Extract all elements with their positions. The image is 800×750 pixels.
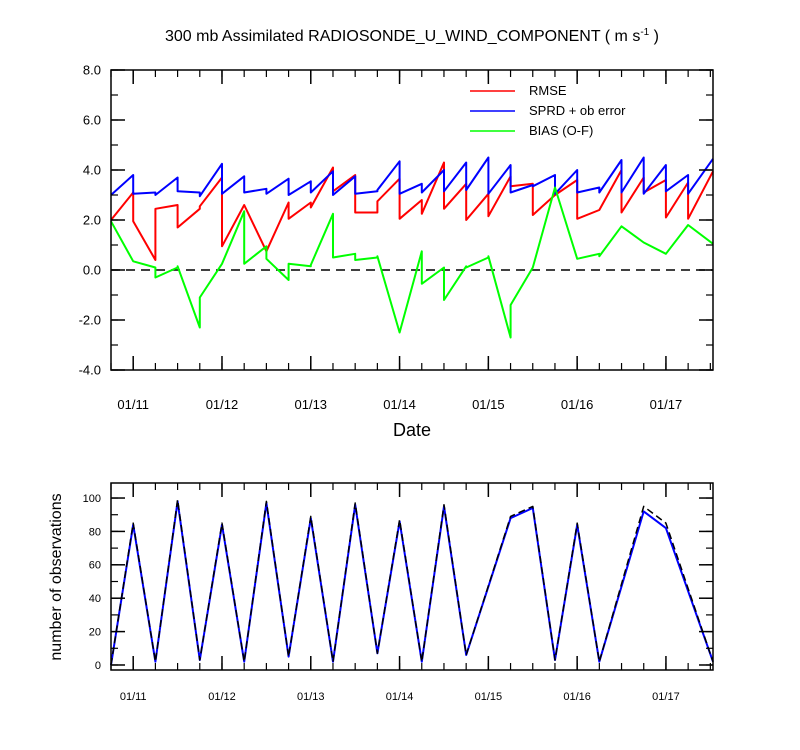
y-tick-label: -2.0 xyxy=(79,313,101,328)
series-line-observations-possible xyxy=(110,498,714,666)
y-tick-label: 60 xyxy=(89,560,101,572)
x-tick-label: 01/17 xyxy=(652,691,680,703)
x-tick-label: 01/13 xyxy=(297,691,325,703)
bottom-series-group xyxy=(110,498,714,666)
x-axis-label: Date xyxy=(393,420,431,440)
top-series-group xyxy=(110,156,714,339)
x-tick-label: 01/16 xyxy=(561,397,594,412)
x-tick-label: 01/11 xyxy=(120,691,147,703)
x-tick-label: 01/12 xyxy=(206,397,239,412)
x-tick-label: 01/13 xyxy=(295,397,328,412)
legend-label-rmse: RMSE xyxy=(529,83,567,98)
y-tick-label: 0.0 xyxy=(83,263,101,278)
bottom-chart-panel: 01/11 01/12 01/13 01/14 01/15 01/16 01/17 0 20 4… xyxy=(48,482,714,703)
y-tick-label: 100 xyxy=(83,493,101,505)
chart-title: 300 mb Assimilated RADIOSONDE_U_WIND_COM… xyxy=(165,27,659,45)
y-tick-label: 20 xyxy=(89,626,101,638)
legend-label-bias: BIAS (O-F) xyxy=(529,123,593,138)
y-tick-label: 6.0 xyxy=(83,113,101,128)
series-line-sprd-ob-error xyxy=(110,156,714,198)
legend: RMSE SPRD + ob error BIAS (O-F) xyxy=(470,83,626,138)
x-tick-label: 01/15 xyxy=(475,691,503,703)
top-chart-panel: 01/11 01/12 01/13 01/14 01/15 01/16 01/17 -4.0… xyxy=(79,63,714,440)
x-tick-label: 01/16 xyxy=(563,691,591,703)
x-tick-label: 01/11 xyxy=(117,397,149,412)
bottom-axis-ticks xyxy=(110,483,713,670)
y-tick-label: 40 xyxy=(89,593,101,605)
x-tick-label: 01/15 xyxy=(472,397,505,412)
series-line-rmse xyxy=(110,161,714,261)
y-tick-label: 4.0 xyxy=(83,163,101,178)
series-line-bias-o-f xyxy=(110,186,714,339)
bottom-plot-frame xyxy=(110,482,714,671)
top-x-tick-labels: 01/11 01/12 01/13 01/14 01/15 01/16 01/17 xyxy=(117,397,682,412)
top-y-tick-labels: -4.0 -2.0 0.0 2.0 4.0 6.0 8.0 xyxy=(79,63,101,378)
y-tick-label: -4.0 xyxy=(79,363,101,378)
x-tick-label: 01/14 xyxy=(386,691,414,703)
y-tick-label: 8.0 xyxy=(83,63,101,78)
y-tick-label: 2.0 xyxy=(83,213,101,228)
y-tick-label: 0 xyxy=(95,660,101,672)
bottom-x-tick-labels: 01/11 01/12 01/13 01/14 01/15 01/16 01/17 xyxy=(120,691,680,703)
x-tick-label: 01/17 xyxy=(650,397,683,412)
legend-label-sprd: SPRD + ob error xyxy=(529,103,626,118)
x-tick-label: 01/14 xyxy=(383,397,416,412)
top-plot-frame xyxy=(110,69,714,371)
y-tick-label: 80 xyxy=(89,526,101,538)
x-tick-label: 01/12 xyxy=(208,691,236,703)
y-axis-label-observations: number of observations xyxy=(48,493,65,660)
bottom-y-tick-labels: 0 20 40 60 80 100 xyxy=(83,493,101,672)
